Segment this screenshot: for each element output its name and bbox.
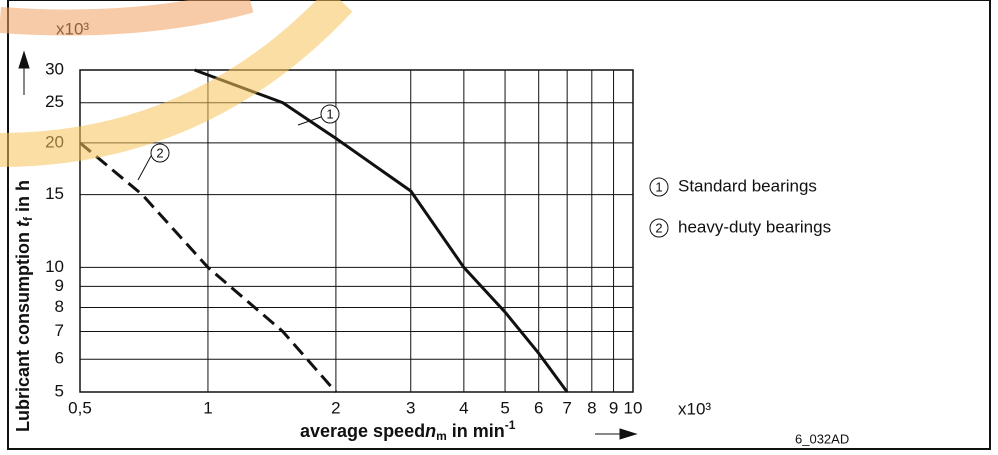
legend-marker: 1 [655, 179, 662, 194]
curve-leader [297, 116, 322, 126]
x-tick-label: 8 [587, 398, 596, 417]
x-label-sup: -1 [505, 418, 516, 432]
legend-circle [649, 177, 669, 197]
y-axis-label: Lubricant consumption tf in h [13, 180, 35, 432]
y-tick-label: 8 [55, 297, 64, 316]
curve-tag: 1 [326, 106, 333, 121]
x-tick-label: 2 [331, 398, 340, 417]
legend-circle [649, 218, 669, 238]
y-tick-label: 6 [55, 349, 64, 368]
y-tick-label: 15 [45, 184, 64, 203]
curve-tag: 2 [156, 145, 163, 160]
x-tick-label: 3 [406, 398, 415, 417]
y-label-var: t [13, 220, 33, 227]
x-tick-label: 10 [624, 398, 643, 417]
y-tick-label: 25 [45, 92, 64, 111]
y-tick-label: 7 [55, 321, 64, 340]
frame [7, 0, 991, 450]
figure-id: 6_032AD [795, 431, 849, 446]
y-tick-label: 9 [55, 276, 64, 295]
line-series [194, 68, 569, 393]
x-multiplier: x10³ [678, 399, 711, 418]
x-axis-label: average speednm in min-1 [300, 418, 516, 443]
plot-frame [79, 69, 634, 393]
y-tick-label: 20 [45, 132, 64, 151]
y-label-text: Lubricant consumption [13, 227, 33, 432]
legend-label: Standard bearings [678, 176, 817, 195]
x-tick-label: 6 [534, 398, 543, 417]
y-arrow [18, 50, 30, 95]
x-label-unit: in min [447, 421, 505, 441]
x-label-var: n [425, 421, 436, 441]
y-tick-label: 30 [45, 59, 64, 78]
y-label-sub: f [21, 216, 35, 221]
x-label-text: average speed [300, 421, 425, 441]
y-label-unit: in h [13, 180, 33, 217]
x-arrow [595, 428, 638, 440]
legend-label: heavy-duty bearings [678, 217, 831, 236]
x-tick-label: 1 [203, 398, 212, 417]
curve-leader [137, 155, 152, 181]
legend-marker: 2 [655, 220, 662, 235]
y-multiplier: x10³ [56, 19, 89, 38]
x-tick-label: 5 [500, 398, 509, 417]
x-label-sub: m [436, 429, 447, 443]
line-series [79, 141, 338, 393]
y-tick-label: 10 [45, 257, 64, 276]
x-tick-label: 0,5 [68, 398, 92, 417]
x-tick-label: 9 [609, 398, 618, 417]
x-tick-label: 7 [562, 398, 571, 417]
y-tick-label: 5 [55, 381, 64, 400]
x-tick-label: 4 [459, 398, 468, 417]
